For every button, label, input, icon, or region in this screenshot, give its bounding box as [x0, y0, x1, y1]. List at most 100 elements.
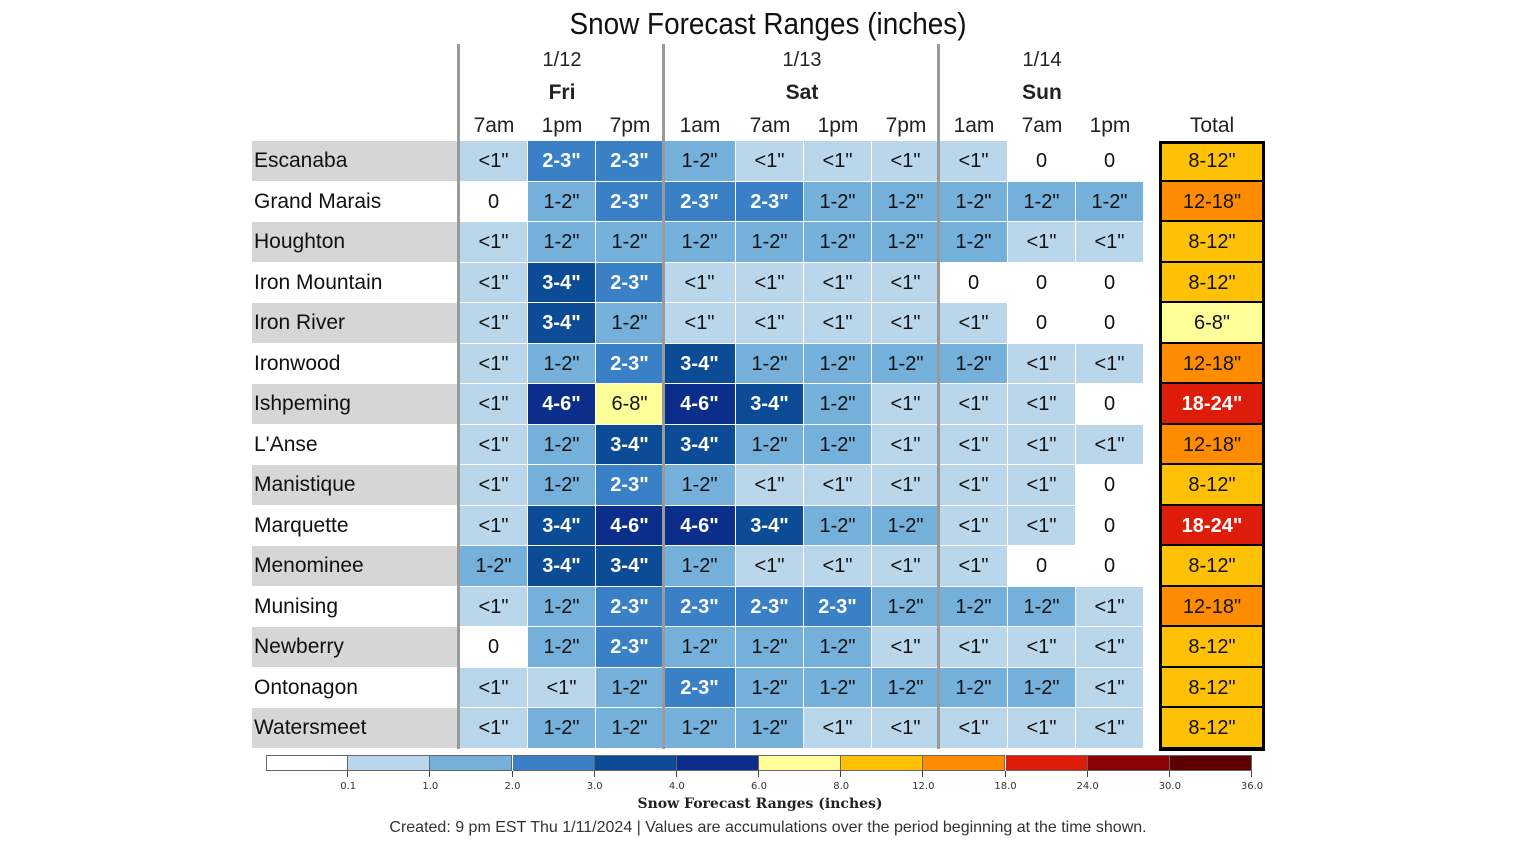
- colorbar-tick: [1251, 771, 1252, 777]
- colorbar-segment: [266, 755, 349, 771]
- data-cell: 3-4": [664, 424, 736, 465]
- data-cell: 1-2": [872, 222, 940, 263]
- row-label-background: [252, 708, 458, 748]
- data-cell: <1": [460, 667, 528, 708]
- total-cell: 12-18": [1159, 343, 1265, 384]
- total-cell: 8-12": [1159, 465, 1265, 506]
- data-cell: <1": [1008, 343, 1076, 384]
- data-cell: 1-2": [460, 546, 528, 587]
- data-cell: <1": [460, 222, 528, 263]
- data-cell: 1-2": [1008, 181, 1076, 222]
- data-cell: <1": [872, 384, 940, 425]
- time-header: 1am: [953, 114, 995, 137]
- total-cell: 12-18": [1159, 181, 1265, 222]
- data-cell: <1": [940, 424, 1008, 465]
- location-label: Escanaba: [254, 149, 348, 172]
- colorbar-tick-label: 3.0: [586, 781, 603, 792]
- colorbar-tick: [429, 771, 431, 777]
- data-cell: <1": [1076, 627, 1144, 668]
- data-cell: 1-2": [940, 667, 1008, 708]
- day-separator-line: [662, 44, 665, 749]
- data-cell: 1-2": [664, 708, 736, 749]
- total-cell: 8-12": [1159, 222, 1265, 263]
- data-cell: <1": [1008, 222, 1076, 263]
- data-cell: 1-2": [528, 222, 596, 263]
- time-header: 7am: [473, 114, 515, 137]
- time-header: 1am: [679, 114, 721, 137]
- data-cell: 2-3": [804, 586, 872, 627]
- data-cell: <1": [1008, 424, 1076, 465]
- period-day: Sun: [1022, 81, 1062, 104]
- data-cell: <1": [460, 303, 528, 344]
- data-cell: <1": [804, 303, 872, 344]
- data-cell: <1": [804, 708, 872, 749]
- location-label: Ishpeming: [254, 392, 351, 415]
- location-label: Grand Marais: [254, 189, 382, 213]
- data-cell: <1": [460, 505, 528, 546]
- data-cell: 1-2": [736, 343, 804, 384]
- data-cell: 1-2": [528, 586, 596, 627]
- colorbar-segment: [594, 755, 677, 771]
- data-cell: <1": [460, 465, 528, 506]
- data-cell: 3-4": [528, 546, 596, 587]
- data-cell: 1-2": [1008, 667, 1076, 708]
- data-cell: 2-3": [736, 181, 804, 222]
- data-cell: <1": [804, 546, 872, 587]
- data-cell: 4-6": [528, 384, 596, 425]
- data-cell: <1": [1076, 586, 1144, 627]
- data-cell: 0: [1076, 465, 1144, 506]
- time-header: 7pm: [885, 114, 927, 137]
- data-cell: 2-3": [596, 141, 664, 182]
- data-cell: 0: [460, 181, 528, 222]
- location-label: Munising: [254, 594, 339, 618]
- data-cell: 3-4": [664, 343, 736, 384]
- colorbar-segment: [923, 755, 1006, 771]
- data-cell: 1-2": [736, 708, 804, 749]
- data-cell: <1": [664, 262, 736, 303]
- colorbar-tick: [840, 771, 842, 777]
- data-cell: 0: [1008, 546, 1076, 587]
- data-cell: <1": [460, 384, 528, 425]
- data-cell: 3-4": [596, 424, 664, 465]
- total-cell: 8-12": [1159, 667, 1265, 708]
- data-cell: <1": [460, 343, 528, 384]
- period-day: Fri: [548, 81, 576, 104]
- colorbar-segment: [841, 755, 924, 771]
- row-label-background: [252, 303, 458, 343]
- data-cell: <1": [872, 303, 940, 344]
- location-label: Manistique: [254, 473, 356, 496]
- data-cell: <1": [872, 708, 940, 749]
- location-label: Houghton: [254, 230, 346, 253]
- data-cell: 2-3": [596, 262, 664, 303]
- data-cell: 1-2": [664, 465, 736, 506]
- colorbar-segment: [676, 755, 759, 771]
- colorbar-tick: [675, 771, 677, 777]
- data-cell: <1": [1008, 505, 1076, 546]
- data-cell: 1-2": [804, 343, 872, 384]
- location-label: Menominee: [254, 554, 364, 577]
- data-cell: <1": [460, 141, 528, 182]
- data-cell: <1": [872, 465, 940, 506]
- row-label-background: [252, 141, 458, 181]
- period-day: Sat: [785, 81, 819, 104]
- colorbar-tick: [593, 771, 595, 777]
- total-cell: 18-24": [1159, 384, 1265, 425]
- period-date: 1/14: [1022, 49, 1062, 71]
- location-label: Ontonagon: [254, 675, 358, 699]
- data-cell: 0: [1076, 262, 1144, 303]
- data-cell: 1-2": [528, 627, 596, 668]
- location-label: Iron River: [254, 311, 346, 334]
- data-cell: <1": [804, 262, 872, 303]
- data-cell: <1": [1076, 708, 1144, 749]
- data-cell: 1-2": [736, 667, 804, 708]
- data-cell: <1": [940, 303, 1008, 344]
- data-cell: 0: [1008, 141, 1076, 182]
- data-cell: 1-2": [872, 343, 940, 384]
- colorbar-tick-label: 12.0: [912, 781, 935, 792]
- time-header: 1pm: [817, 114, 859, 137]
- location-label: Newberry: [254, 635, 344, 658]
- data-cell: 1-2": [596, 303, 664, 344]
- data-cell: <1": [736, 141, 804, 182]
- data-cell: 0: [1076, 546, 1144, 587]
- data-cell: 0: [1076, 303, 1144, 344]
